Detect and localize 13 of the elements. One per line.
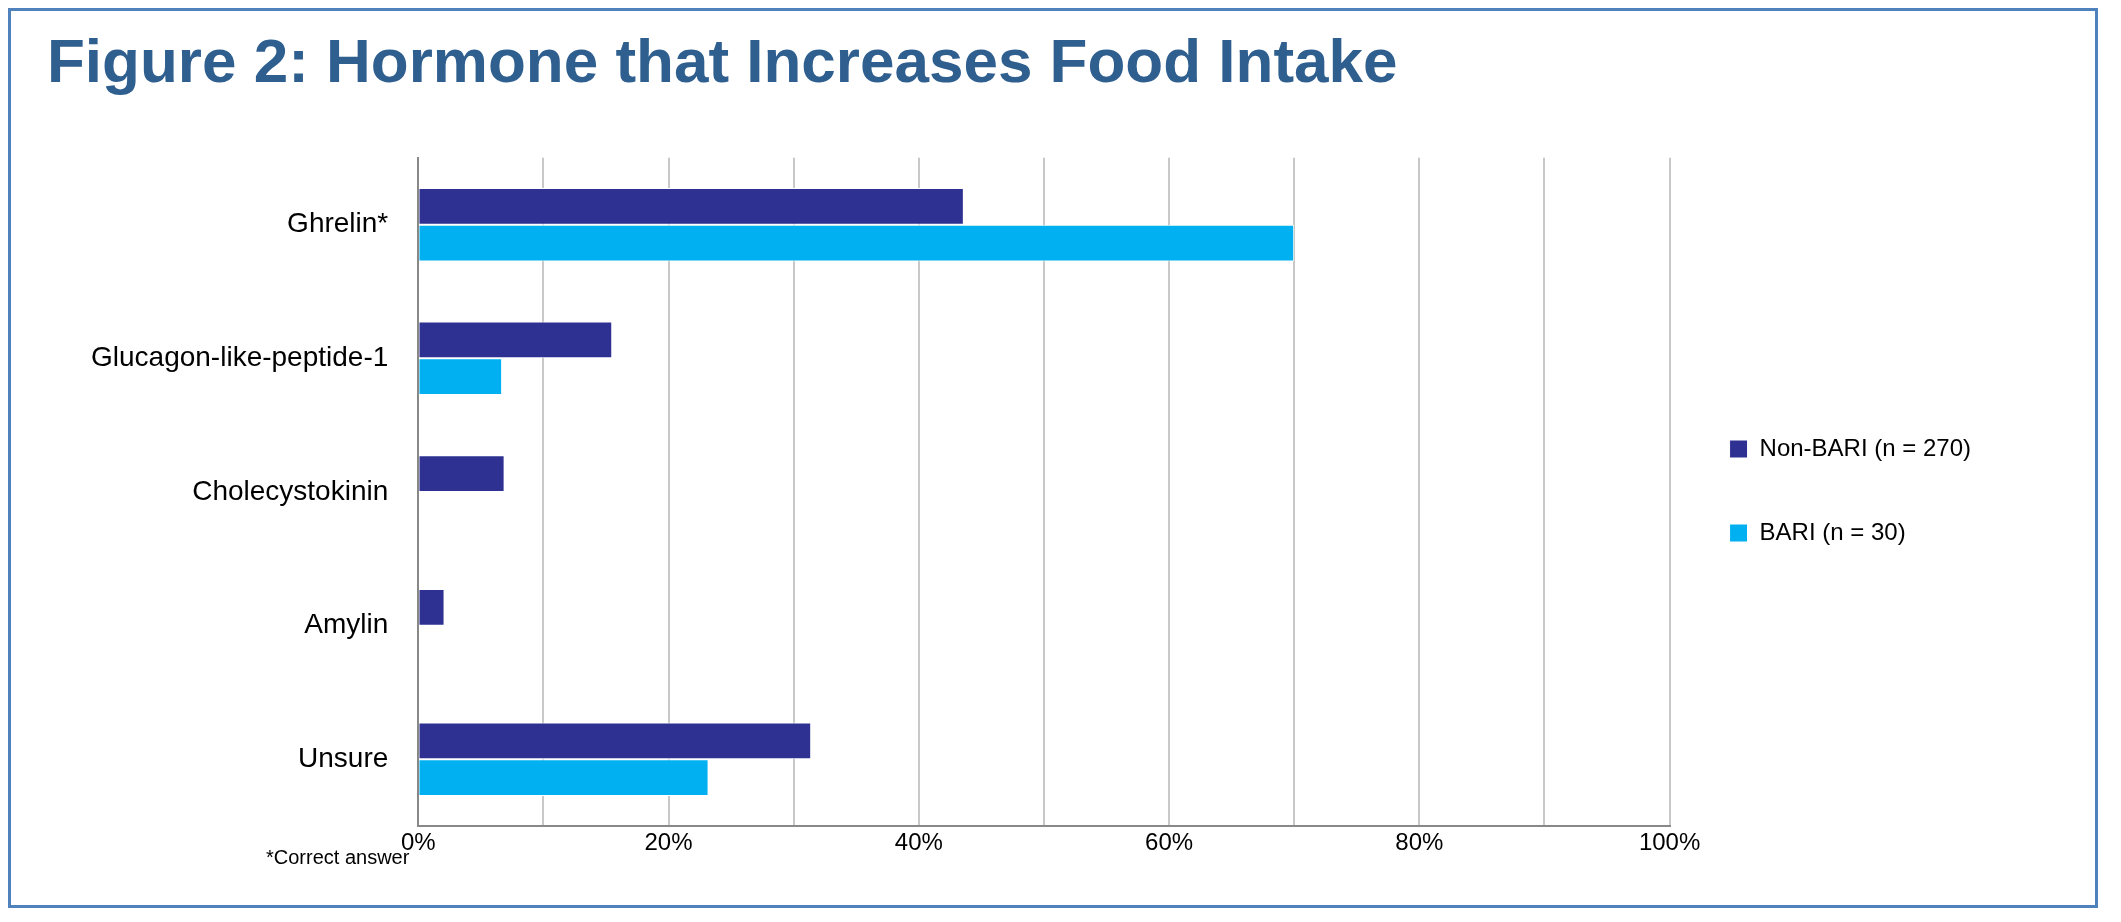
x-tick-label: 20% xyxy=(644,828,693,856)
y-tick-label: Cholecystokinin xyxy=(192,474,389,506)
x-tick-label: 60% xyxy=(1145,828,1194,856)
legend-label: BARI (n = 30) xyxy=(1759,517,1906,545)
x-tick-label: 40% xyxy=(894,828,943,856)
y-tick-label: Amylin xyxy=(304,608,389,640)
chart-title: Figure 2: Hormone that Increases Food Intake xyxy=(47,25,1398,96)
y-tick-label: Glucagon-like-peptide-1 xyxy=(91,341,389,373)
legend-label: Non-BARI (n = 270) xyxy=(1759,433,1972,461)
x-tick-label: 80% xyxy=(1395,828,1444,856)
y-tick-label: Unsure xyxy=(298,742,389,774)
y-tick-label: Ghrelin* xyxy=(287,207,389,239)
x-tick-label: 100% xyxy=(1638,828,1701,856)
